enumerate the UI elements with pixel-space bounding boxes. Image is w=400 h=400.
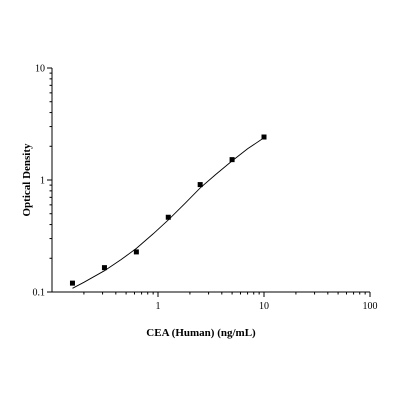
x-tick-label: 100 <box>363 301 378 312</box>
y-tick-label: 1 <box>40 176 45 187</box>
x-axis-title: CEA (Human) (ng/mL) <box>146 327 256 339</box>
data-point <box>197 182 203 188</box>
y-ticks: 0.1 1 10 <box>33 64 52 299</box>
fit-curve <box>72 137 265 289</box>
data-point <box>133 249 139 255</box>
x-ticks: 1 10 100 <box>83 292 378 312</box>
data-point <box>69 280 75 286</box>
data-point <box>261 134 267 140</box>
plot-area: 0.1 1 10 1 10 100 <box>33 64 378 313</box>
data-point <box>165 214 171 220</box>
data-point <box>101 265 107 271</box>
x-tick-label: 1 <box>156 301 161 312</box>
data-points <box>69 134 267 286</box>
y-axis-title: Optical Density <box>21 143 33 217</box>
y-tick-label: 0.1 <box>33 288 46 299</box>
data-point <box>229 157 235 163</box>
y-tick-label: 10 <box>35 64 45 75</box>
x-tick-label: 10 <box>259 301 269 312</box>
